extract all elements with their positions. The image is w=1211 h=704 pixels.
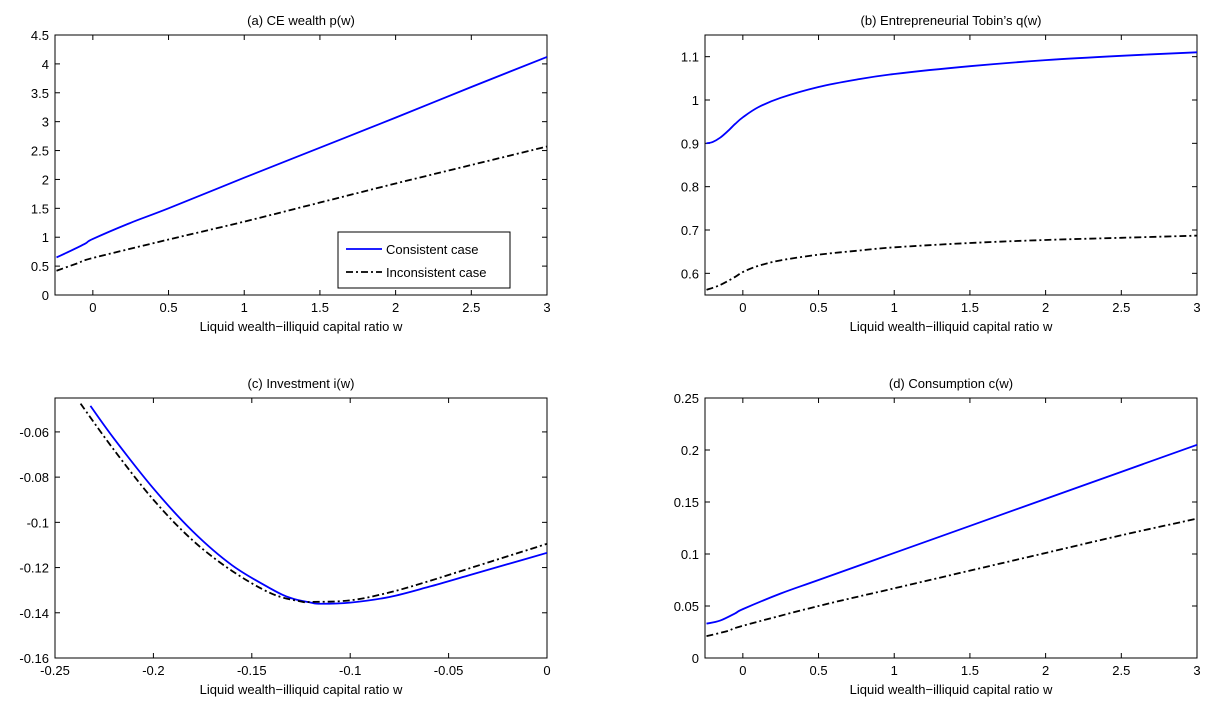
x-tick-label: -0.1	[339, 663, 361, 678]
x-tick-label: 1.5	[961, 300, 979, 315]
y-tick-label: 1	[42, 230, 49, 245]
y-tick-label: -0.12	[19, 561, 49, 576]
y-tick-label: 0.5	[31, 259, 49, 274]
y-tick-label: 2.5	[31, 144, 49, 159]
y-tick-label: 2	[42, 172, 49, 187]
x-tick-label: 2.5	[462, 300, 480, 315]
x-tick-label: 2	[392, 300, 399, 315]
y-tick-label: 0.05	[674, 599, 699, 614]
x-tick-label: 2.5	[1112, 300, 1130, 315]
y-tick-label: -0.1	[27, 515, 49, 530]
x-tick-label: -0.15	[237, 663, 267, 678]
y-tick-label: 4	[42, 57, 49, 72]
chart-panel-c: (c) Investment i(w) Liquid wealth−illiqui…	[19, 376, 550, 697]
y-tick-label: 0.8	[681, 180, 699, 195]
series-line-inconsistent	[706, 517, 1197, 638]
chart-title: (c) Investment i(w)	[248, 376, 355, 391]
series-group-d	[706, 443, 1197, 638]
plot-area-b	[704, 34, 1198, 296]
x-tick-label: 0	[89, 300, 96, 315]
y-tick-label: 0.9	[681, 136, 699, 151]
x-tick-label: 3	[1193, 300, 1200, 315]
y-tick-label: 0	[692, 651, 699, 666]
y-tick-label: -0.16	[19, 651, 49, 666]
x-tick-label: 0	[739, 300, 746, 315]
y-tick-label: 0.6	[681, 266, 699, 281]
x-tick-label: -0.2	[142, 663, 164, 678]
plot-area-c	[54, 397, 548, 659]
legend-label: Inconsistent case	[386, 265, 486, 280]
series-group-b	[706, 51, 1197, 291]
y-tick-label: 4.5	[31, 28, 49, 43]
x-tick-label: 3	[543, 300, 550, 315]
y-tick-label: 0.2	[681, 443, 699, 458]
x-tick-label: 2.5	[1112, 663, 1130, 678]
chart-title: (d) Consumption c(w)	[889, 376, 1013, 391]
y-tick-label: -0.08	[19, 470, 49, 485]
y-tick-label: 3	[42, 115, 49, 130]
y-tick-label: -0.14	[19, 606, 49, 621]
legend-label: Consistent case	[386, 242, 479, 257]
x-tick-label: 1.5	[311, 300, 329, 315]
y-tick-label: 1.1	[681, 50, 699, 65]
x-tick-label: 0.5	[159, 300, 177, 315]
chart-panel-b: (b) Entrepreneurial Tobin’s q(w) Liquid w…	[681, 13, 1201, 334]
series-line-inconsistent	[706, 234, 1197, 291]
y-tick-label: 1.5	[31, 201, 49, 216]
y-tick-label: 3.5	[31, 86, 49, 101]
x-axis-label: Liquid wealth−illiquid capital ratio w	[850, 682, 1053, 697]
x-tick-label: 0	[543, 663, 550, 678]
series-group-c	[79, 403, 547, 605]
y-tick-label: 0.7	[681, 223, 699, 238]
y-tick-label: 0.15	[674, 495, 699, 510]
x-tick-label: 1	[891, 300, 898, 315]
series-line-consistent	[89, 405, 547, 605]
y-tick-label: -0.06	[19, 425, 49, 440]
x-tick-label: 2	[1042, 300, 1049, 315]
x-tick-label: 1	[891, 663, 898, 678]
x-tick-label: 1.5	[961, 663, 979, 678]
x-axis-label: Liquid wealth−illiquid capital ratio w	[200, 319, 403, 334]
series-group-a	[56, 56, 547, 272]
y-tick-label: 0.1	[681, 547, 699, 562]
series-line-consistent	[56, 56, 547, 259]
plot-area-d	[704, 397, 1198, 659]
chart-panel-a: (a) CE wealth p(w) Liquid wealth−illiquid…	[31, 13, 551, 334]
x-tick-label: 3	[1193, 663, 1200, 678]
x-axis-label: Liquid wealth−illiquid capital ratio w	[200, 682, 403, 697]
legend-box	[337, 231, 511, 289]
x-tick-label: 0	[739, 663, 746, 678]
series-line-consistent	[706, 443, 1197, 625]
chart-panel-d: (d) Consumption c(w) Liquid wealth−illiqu…	[674, 376, 1201, 697]
series-line-consistent	[706, 51, 1197, 145]
x-axis-label: Liquid wealth−illiquid capital ratio w	[850, 319, 1053, 334]
series-line-inconsistent	[79, 403, 547, 604]
x-tick-label: 1	[241, 300, 248, 315]
chart-title: (b) Entrepreneurial Tobin’s q(w)	[861, 13, 1042, 28]
chart-title: (a) CE wealth p(w)	[247, 13, 355, 28]
series-line-inconsistent	[56, 145, 547, 272]
y-tick-label: 0.25	[674, 391, 699, 406]
y-tick-label: 0	[42, 288, 49, 303]
x-tick-label: -0.25	[40, 663, 70, 678]
y-tick-label: 1	[692, 93, 699, 108]
x-tick-label: 0.5	[809, 663, 827, 678]
x-tick-label: 2	[1042, 663, 1049, 678]
x-tick-label: -0.05	[434, 663, 464, 678]
legend: Consistent case Inconsistent case	[337, 231, 511, 289]
x-tick-label: 0.5	[809, 300, 827, 315]
